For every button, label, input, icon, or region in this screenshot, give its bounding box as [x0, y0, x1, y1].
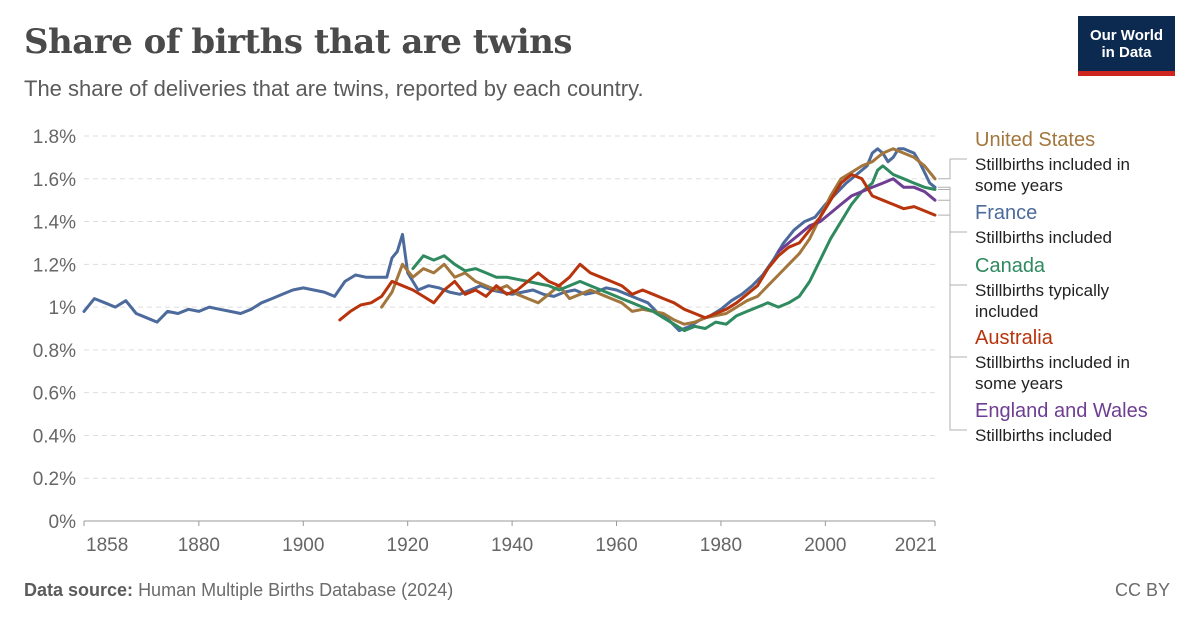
- y-tick-label: 1%: [49, 298, 77, 319]
- legend-label-france[interactable]: France: [975, 202, 1037, 224]
- legend-note-australia: Stillbirths included in: [975, 353, 1130, 372]
- y-tick-label: 0.6%: [33, 384, 76, 405]
- data-source-label: Data source:: [24, 580, 134, 600]
- series-line-united-states[interactable]: [380, 147, 937, 326]
- legend-labels: United States Stillbirths included in some…: [938, 129, 1148, 445]
- x-tick-label: 1858: [86, 535, 128, 556]
- legend-note-england-and-wales: Stillbirths included: [975, 426, 1112, 445]
- x-tick-label: 1980: [700, 535, 742, 556]
- legend-note-united-states: some years: [975, 176, 1063, 195]
- owid-logo-text: Our World in Data: [1090, 27, 1163, 61]
- y-tick-label: 0%: [49, 512, 77, 533]
- y-tick-label: 1.6%: [33, 170, 76, 191]
- legend-note-canada: included: [975, 302, 1038, 321]
- data-source: Data source: Human Multiple Births Datab…: [24, 580, 453, 601]
- series-line-england-and-wales[interactable]: [776, 177, 937, 253]
- legend-note-australia: some years: [975, 374, 1063, 393]
- x-tick-label: 1880: [178, 535, 220, 556]
- y-tick-label: 1.8%: [33, 127, 76, 148]
- owid-logo[interactable]: Our World in Data: [1078, 16, 1175, 76]
- gridlines: [84, 135, 935, 479]
- x-tick-label: 1940: [491, 535, 533, 556]
- legend-connector: [938, 199, 967, 431]
- x-tick-label: 2000: [804, 535, 846, 556]
- license-link[interactable]: CC BY: [1114, 580, 1170, 600]
- legend-label-united-states[interactable]: United States: [975, 129, 1095, 151]
- legend-connector: [938, 158, 967, 180]
- legend-connector: [938, 214, 967, 358]
- legend-label-australia[interactable]: Australia: [975, 327, 1054, 349]
- legend-note-france: Stillbirths included: [975, 228, 1112, 247]
- legend-connector: [938, 189, 967, 286]
- y-tick-label: 0.8%: [33, 341, 76, 362]
- logo-line-1: Our World: [1089, 26, 1164, 44]
- legend-connector: [938, 186, 967, 233]
- x-tick-label: 1920: [387, 535, 429, 556]
- x-tick-label: 1900: [282, 535, 324, 556]
- legend-note-united-states: Stillbirths included in: [975, 155, 1130, 174]
- y-tick-label: 0.2%: [33, 469, 76, 490]
- x-tick-label: 1960: [595, 535, 637, 556]
- legend-label-england-and-wales[interactable]: England and Wales: [975, 400, 1148, 422]
- legend-note-canada: Stillbirths typically: [975, 281, 1110, 300]
- y-tick-label: 0.4%: [33, 426, 76, 447]
- legend-label-canada[interactable]: Canada: [975, 255, 1046, 277]
- chart-subtitle: The share of deliveries that are twins, …: [24, 76, 644, 101]
- series-line-australia[interactable]: [338, 173, 937, 322]
- series-line-france[interactable]: [82, 147, 937, 333]
- series-line-canada[interactable]: [411, 164, 937, 333]
- x-tick-label: 2021: [895, 535, 937, 556]
- chart-title: Share of births that are twins: [24, 22, 573, 62]
- axes: 0% 0.2% 0.4% 0.6% 0.8% 1% 1.2% 1.4% 1.6% 1.8% 1858…: [33, 127, 937, 556]
- data-source-text[interactable]: Human Multiple Births Database (2024): [138, 580, 454, 600]
- y-tick-label: 1.4%: [33, 213, 76, 234]
- logo-line-2: in Data: [1101, 43, 1152, 61]
- series-lines: [82, 147, 937, 333]
- y-tick-label: 1.2%: [33, 255, 76, 276]
